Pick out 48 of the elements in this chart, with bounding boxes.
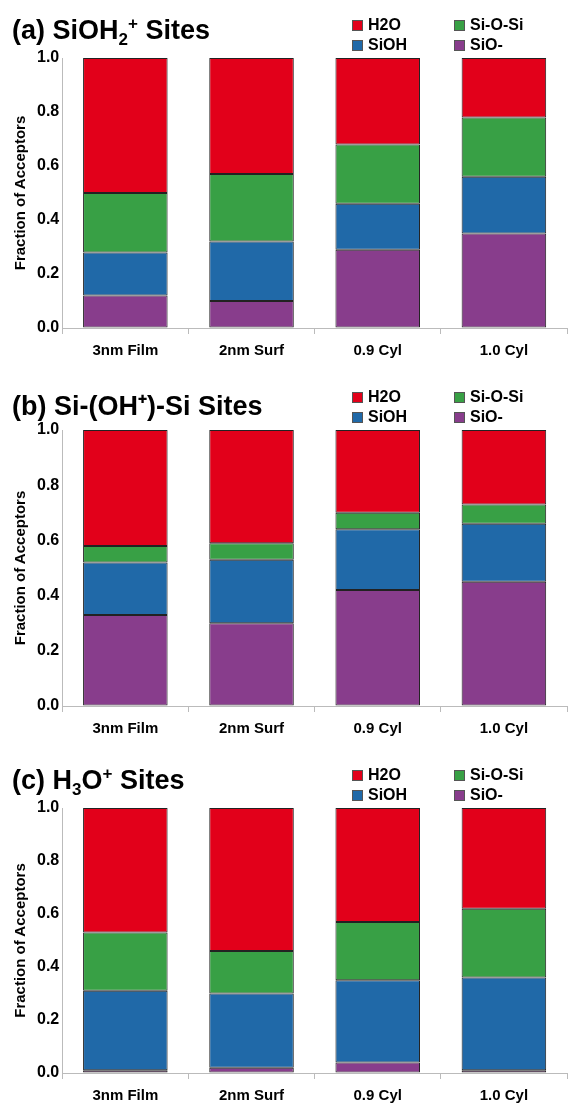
y-tick-label: 0.4: [36, 210, 60, 228]
legend-label: SiO-: [470, 408, 503, 426]
x-tick-label: 0.9 Cyl: [353, 719, 402, 737]
x-tick-label: 0.9 Cyl: [353, 341, 402, 359]
legend-label: Si-O-Si: [470, 16, 524, 34]
x-tick-label: 2nm Surf: [219, 1086, 286, 1104]
y-tick-label: 0.2: [36, 641, 60, 659]
chart-title: (b) Si-(OH⁺)-Si Sites: [12, 390, 263, 423]
legend-label: Si-O-Si: [470, 388, 524, 406]
legend-label: SiO-: [470, 786, 503, 804]
y-tick-label: 0.6: [36, 904, 60, 922]
legend-label: H2O: [368, 766, 401, 784]
y-tick-label: 0.8: [36, 475, 60, 493]
legend-label: H2O: [368, 388, 401, 406]
y-tick-label: 0.4: [36, 957, 60, 975]
y-tick-label: 0.4: [36, 586, 60, 604]
y-tick-label: 1.0: [36, 420, 60, 438]
y-tick-label: 0.0: [36, 696, 60, 714]
x-tick-label: 2nm Surf: [219, 719, 286, 737]
x-tick-label: 3nm Film: [92, 341, 159, 359]
x-tick-label: 0.9 Cyl: [353, 1086, 402, 1104]
x-tick-label: 1.0 Cyl: [479, 341, 529, 359]
y-tick-label: 0.0: [36, 1063, 60, 1081]
legend-label: Si-O-Si: [470, 766, 524, 784]
legend-label: SiOH: [368, 36, 408, 54]
y-axis-title: Fraction of Acceptors: [11, 490, 29, 646]
y-tick-label: 1.0: [36, 798, 60, 816]
legend-label: SiO-: [470, 36, 503, 54]
legend-label: SiOH: [368, 408, 408, 426]
y-tick-label: 0.0: [36, 318, 60, 336]
chart-title: (a) SiOH$_{2}$$^{+}$ Sites: [12, 14, 210, 50]
y-tick-label: 0.2: [36, 1010, 60, 1028]
y-axis-title: Fraction of Acceptors: [11, 863, 29, 1018]
x-tick-label: 2nm Surf: [219, 341, 286, 359]
chart-title: (c) H$_{3}$O$^{+}$ Sites: [12, 764, 185, 800]
x-tick-label: 1.0 Cyl: [479, 719, 529, 737]
y-tick-label: 0.8: [36, 851, 60, 869]
x-tick-label: 1.0 Cyl: [479, 1086, 529, 1104]
x-tick-label: 3nm Film: [92, 719, 159, 737]
legend-label: H2O: [368, 16, 401, 34]
legend-label: SiOH: [368, 786, 408, 804]
y-tick-label: 0.2: [36, 264, 60, 282]
y-tick-label: 0.6: [36, 156, 60, 174]
x-tick-label: 3nm Film: [92, 1086, 159, 1104]
y-tick-label: 0.6: [36, 530, 60, 548]
y-tick-label: 1.0: [36, 48, 60, 66]
y-axis-title: Fraction of Acceptors: [11, 115, 29, 271]
y-tick-label: 0.8: [36, 102, 60, 120]
